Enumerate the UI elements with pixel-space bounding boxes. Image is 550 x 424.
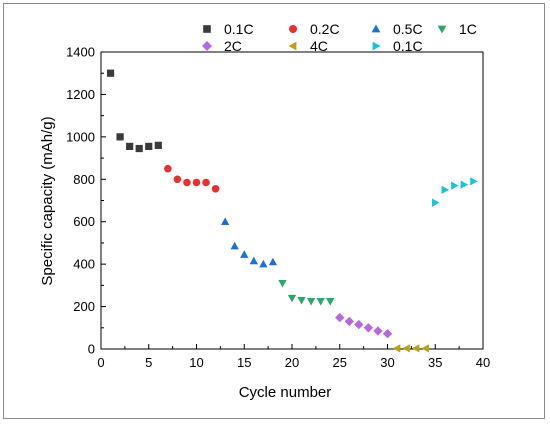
series-5 <box>392 344 429 353</box>
figure-border <box>3 3 545 419</box>
data-point <box>392 344 401 353</box>
series-2 <box>221 217 278 268</box>
data-point <box>411 344 420 353</box>
y-tick-label: 800 <box>73 172 95 187</box>
data-point <box>164 164 172 173</box>
legend-marker <box>203 25 211 33</box>
data-point <box>451 181 459 190</box>
x-tick-label: 5 <box>145 355 152 370</box>
y-tick-label: 600 <box>73 214 95 229</box>
series-4 <box>335 312 393 339</box>
legend-marker <box>289 25 297 33</box>
x-tick-label: 30 <box>380 355 394 370</box>
data-point <box>211 185 220 193</box>
series-1 <box>164 164 220 193</box>
data-point <box>126 142 134 151</box>
legend: 0.1C 0.2C 0.5C 1C 2C 4C 0.1C <box>202 21 477 54</box>
legend-marker <box>372 41 381 51</box>
data-point <box>470 177 478 186</box>
data-point <box>432 198 440 207</box>
legend-label: 1C <box>459 21 477 37</box>
data-point <box>316 298 325 306</box>
data-point <box>259 259 268 268</box>
data-point <box>354 319 364 330</box>
data-point <box>192 178 201 187</box>
legend-label: 0.1C <box>393 38 423 54</box>
tick-labels: 0 5 10 15 20 25 30 35 40020040060080010001200140… <box>66 45 490 371</box>
data-point <box>421 344 429 353</box>
data-point <box>173 175 182 184</box>
series-0 <box>106 69 162 153</box>
data-point <box>135 144 143 153</box>
data-point <box>183 178 191 187</box>
data-point <box>287 294 297 303</box>
series-6 <box>432 177 478 207</box>
data-point <box>335 312 345 323</box>
legend-label: 0.5C <box>393 21 423 37</box>
data-point <box>460 180 469 189</box>
legend-label: 0.2C <box>310 21 340 37</box>
axes <box>100 51 484 350</box>
data-point <box>154 141 162 149</box>
data-point <box>221 217 230 225</box>
data-point <box>278 279 287 288</box>
data-point <box>230 241 239 250</box>
legend-entry: 0.1C <box>203 21 254 37</box>
x-tick-label: 10 <box>189 355 203 370</box>
x-tick-label: 20 <box>285 355 299 370</box>
data-point <box>382 329 393 339</box>
data-point <box>441 185 450 195</box>
x-tick-label: 25 <box>333 355 347 370</box>
y-tick-label: 1200 <box>66 87 95 102</box>
legend-label: 2C <box>224 38 242 54</box>
data-point <box>106 69 115 77</box>
legend-entry: 1C <box>437 21 477 37</box>
x-tick-label: 35 <box>428 355 442 370</box>
legend-entry: 0.2C <box>289 21 340 37</box>
legend-entry: 0.1C <box>372 38 423 54</box>
x-tick-label: 0 <box>97 355 104 370</box>
y-tick-label: 200 <box>73 299 95 314</box>
data-point <box>268 257 278 266</box>
data-point <box>202 178 210 187</box>
data-points <box>106 69 478 353</box>
data-point <box>116 133 124 141</box>
data-point <box>344 316 354 327</box>
data-point <box>240 250 249 258</box>
legend-marker <box>202 41 212 51</box>
x-tick-label: 15 <box>237 355 251 370</box>
legend-label: 0.1C <box>224 21 254 37</box>
data-point <box>306 298 316 306</box>
legend-label: 4C <box>310 38 328 54</box>
y-tick-label: 1000 <box>66 129 95 144</box>
data-point <box>297 296 306 305</box>
legend-entry: 4C <box>288 38 328 54</box>
x-axis-label: Cycle number <box>239 384 332 401</box>
data-point <box>249 256 258 265</box>
y-tick-label: 1400 <box>66 45 95 60</box>
x-tick-label: 40 <box>476 355 490 370</box>
data-point <box>373 326 383 336</box>
series-3 <box>278 279 335 306</box>
legend-entry: 0.5C <box>371 21 423 37</box>
plot-area-border <box>100 51 484 350</box>
legend-marker <box>437 25 447 34</box>
data-point <box>363 323 374 333</box>
legend-marker <box>288 41 297 51</box>
legend-marker <box>371 24 381 33</box>
data-point <box>326 298 335 306</box>
y-tick-label: 400 <box>73 257 95 272</box>
data-point <box>145 142 153 151</box>
data-point <box>402 344 410 353</box>
legend-entry: 2C <box>202 38 242 54</box>
y-axis-label: Specific capacity (mAh/g) <box>39 116 56 285</box>
y-tick-label: 0 <box>88 342 95 357</box>
